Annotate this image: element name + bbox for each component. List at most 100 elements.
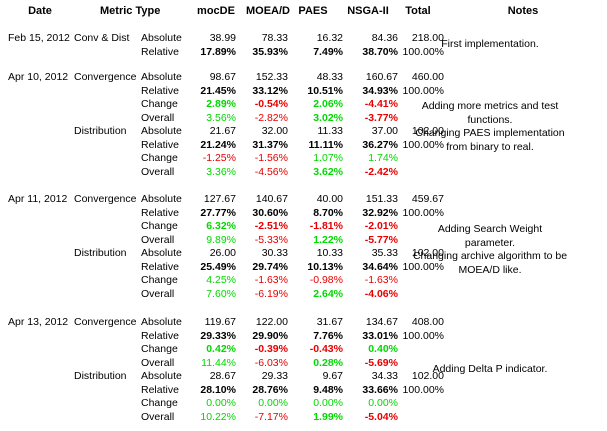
value-cell: 34.64% <box>362 260 398 273</box>
header-paes: PAES <box>298 5 328 17</box>
value-cell: 152.33 <box>255 71 288 83</box>
header-mocde: mocDE <box>197 5 235 17</box>
metric-label: Overall <box>141 410 175 423</box>
value-cell: 134.67 <box>365 316 398 328</box>
value-cell: -2.42% <box>364 165 398 178</box>
metric-label: Absolute <box>141 370 182 382</box>
total-cell: 460.00 <box>411 71 444 83</box>
total-cell: 459.67 <box>411 193 444 205</box>
value-cell: 28.67 <box>209 370 236 382</box>
value-cell: 29.33% <box>200 329 236 342</box>
value-cell: 32.92% <box>362 206 398 219</box>
value-cell: 34.33 <box>371 370 398 382</box>
value-cell: 10.13% <box>307 260 343 273</box>
value-cell: 3.36% <box>206 165 236 178</box>
metric-label: Relative <box>141 138 179 151</box>
total-cell: 100.00% <box>402 329 444 342</box>
total-cell: 102.00 <box>411 125 444 137</box>
value-cell: 32.00 <box>261 125 288 137</box>
metric-label: Relative <box>141 260 179 273</box>
metric-label: Absolute <box>141 247 182 259</box>
value-cell: 3.56% <box>206 111 236 124</box>
value-cell: 21.24% <box>200 138 236 151</box>
value-cell: 119.67 <box>204 316 236 328</box>
value-cell: 2.89% <box>206 98 236 110</box>
value-cell: 31.37% <box>252 138 288 151</box>
value-cell: 29.33 <box>261 370 288 382</box>
notes-cell: Adding more metrics and test functions. Ch… <box>405 100 575 154</box>
value-cell: -5.33% <box>254 233 288 246</box>
total-cell: 218.00 <box>411 32 444 44</box>
value-cell: -5.77% <box>364 233 398 246</box>
metric-type: Distribution <box>74 125 127 137</box>
metric-type: Conv & Dist <box>74 32 130 44</box>
note-line: functions. <box>467 113 513 126</box>
header-notes: Notes <box>507 5 539 17</box>
value-cell: -0.39% <box>254 343 288 355</box>
value-cell: 1.07% <box>313 152 343 164</box>
value-cell: 78.33 <box>261 32 288 44</box>
value-cell: 21.67 <box>209 125 236 137</box>
metric-label: Relative <box>141 329 179 342</box>
value-cell: 11.33 <box>317 125 344 137</box>
value-cell: 9.89% <box>206 233 236 246</box>
metric-label: Relative <box>141 206 179 219</box>
value-cell: 29.90% <box>252 329 288 342</box>
value-cell: 11.11% <box>308 138 343 151</box>
value-cell: 35.33 <box>371 247 398 259</box>
value-cell: -2.51% <box>254 220 288 232</box>
value-cell: -6.03% <box>254 356 288 369</box>
value-cell: 27.77% <box>200 206 236 219</box>
value-cell: 7.60% <box>206 287 236 300</box>
value-cell: 3.62% <box>313 165 343 178</box>
value-cell: 2.64% <box>313 287 343 300</box>
value-cell: 3.02% <box>313 111 343 124</box>
total-cell: 100.00% <box>402 206 444 219</box>
value-cell: 28.10% <box>200 383 236 396</box>
metric-label: Absolute <box>141 32 182 44</box>
value-cell: -2.01% <box>364 220 398 232</box>
value-cell: -7.17% <box>254 410 288 423</box>
metric-label: Overall <box>141 287 175 300</box>
header-date: Date <box>28 5 52 17</box>
total-cell: 100.00% <box>402 260 444 273</box>
header-nsga: NSGA-II <box>347 5 389 17</box>
value-cell: 84.36 <box>371 32 398 44</box>
value-cell: 0.00% <box>313 397 343 409</box>
total-cell: 100.00% <box>402 138 444 151</box>
value-cell: 160.67 <box>365 71 398 83</box>
value-cell: 34.93% <box>362 84 398 97</box>
note-line: MOEA/D like. <box>458 263 522 276</box>
value-cell: 30.60% <box>252 206 288 219</box>
metric-type: Distribution <box>74 370 127 382</box>
metric-type: Convergence <box>74 316 137 328</box>
note-line: Adding Search Weight <box>437 223 543 235</box>
value-cell: -1.81% <box>309 220 343 232</box>
value-cell: -6.19% <box>254 287 288 300</box>
value-cell: 33.12% <box>252 84 288 97</box>
value-cell: 35.93% <box>252 45 288 58</box>
metric-type: Distribution <box>74 247 127 259</box>
value-cell: 7.49% <box>313 45 343 58</box>
value-cell: -0.98% <box>309 274 343 286</box>
value-cell: 33.66% <box>362 383 398 396</box>
note-line: Changing archive algorithm to be <box>412 250 568 262</box>
value-cell: -3.77% <box>364 111 398 124</box>
metric-label: Relative <box>141 45 179 58</box>
value-cell: 7.76% <box>313 329 343 342</box>
value-cell: 9.67 <box>322 370 343 382</box>
value-cell: 10.51% <box>307 84 343 97</box>
value-cell: 140.67 <box>255 193 288 205</box>
value-cell: 0.40% <box>368 343 398 355</box>
value-cell: -1.63% <box>364 274 398 286</box>
value-cell: 28.76% <box>252 383 288 396</box>
value-cell: 127.67 <box>203 193 236 205</box>
metric-label: Change <box>141 397 178 409</box>
value-cell: -2.82% <box>254 111 288 124</box>
metric-label: Relative <box>141 84 179 97</box>
metric-label: Change <box>141 98 178 110</box>
value-cell: 6.32% <box>206 220 236 232</box>
metric-label: Overall <box>141 165 175 178</box>
value-cell: 10.22% <box>200 410 236 423</box>
value-cell: 4.25% <box>206 274 236 286</box>
